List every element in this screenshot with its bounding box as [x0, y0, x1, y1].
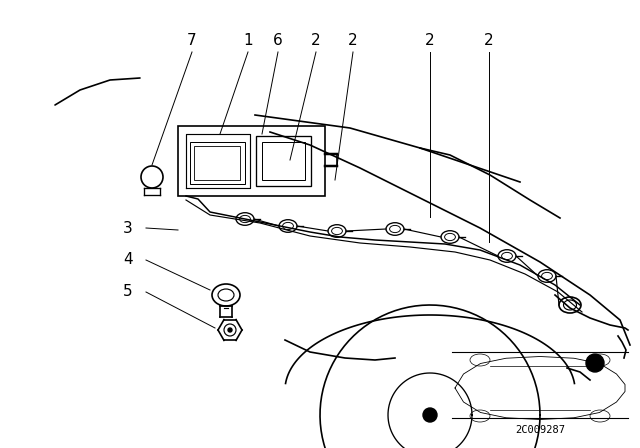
Text: 2: 2: [484, 33, 494, 48]
Text: 2: 2: [348, 33, 358, 48]
Text: 2: 2: [311, 33, 321, 48]
Text: 1: 1: [243, 33, 253, 48]
Circle shape: [586, 354, 604, 372]
Bar: [262, 142, 305, 180]
Text: 5: 5: [123, 284, 133, 300]
Bar: [178, 126, 325, 196]
Bar: [190, 142, 245, 184]
Circle shape: [423, 408, 437, 422]
Bar: [256, 136, 311, 186]
Text: 4: 4: [123, 253, 133, 267]
Circle shape: [228, 328, 232, 332]
Bar: [194, 146, 240, 180]
Text: 3: 3: [123, 220, 133, 236]
Text: 2C009287: 2C009287: [515, 425, 565, 435]
Text: 2: 2: [425, 33, 435, 48]
Text: 7: 7: [187, 33, 197, 48]
Text: 6: 6: [273, 33, 283, 48]
